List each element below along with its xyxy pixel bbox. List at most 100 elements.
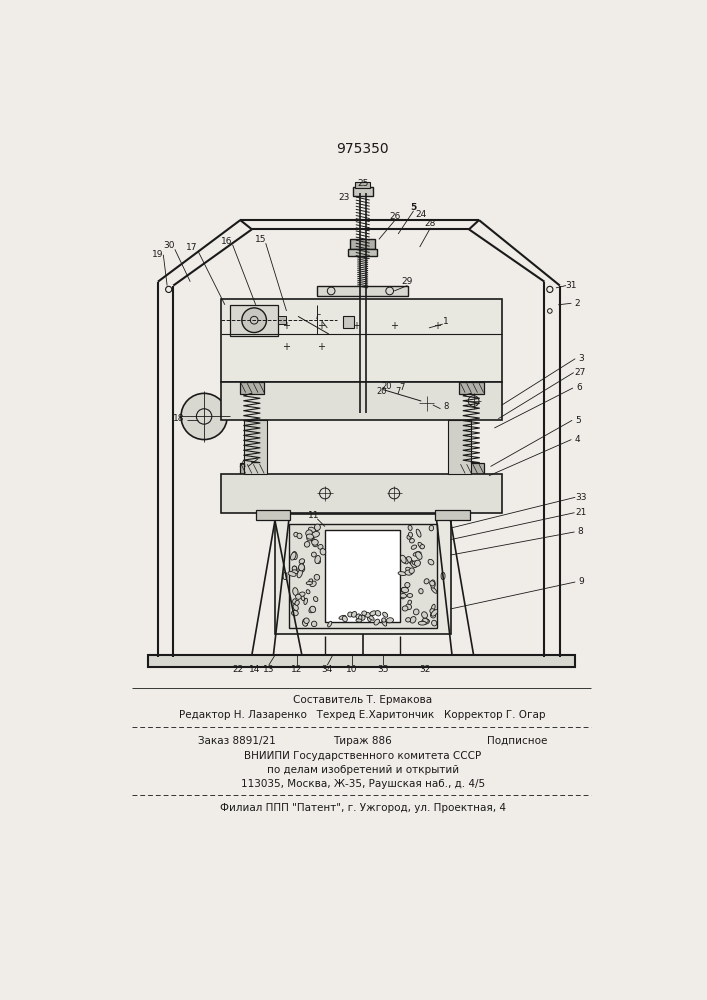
Ellipse shape	[327, 621, 332, 627]
Ellipse shape	[401, 555, 406, 563]
Text: 22: 22	[233, 665, 244, 674]
Text: 17: 17	[186, 243, 197, 252]
Text: +: +	[352, 321, 360, 331]
Text: +: +	[317, 321, 325, 331]
Ellipse shape	[339, 615, 346, 619]
Text: 9: 9	[578, 578, 584, 586]
Text: 35: 35	[377, 665, 388, 674]
Ellipse shape	[419, 621, 426, 625]
Text: +: +	[317, 342, 325, 352]
Text: 6: 6	[576, 383, 582, 392]
Ellipse shape	[402, 587, 409, 593]
Text: 7: 7	[395, 387, 401, 396]
Text: Заказ 8891/21: Заказ 8891/21	[198, 736, 276, 746]
Text: 4: 4	[575, 435, 580, 444]
Ellipse shape	[299, 559, 305, 564]
Ellipse shape	[293, 552, 297, 560]
Ellipse shape	[406, 557, 411, 562]
Ellipse shape	[314, 574, 320, 580]
Bar	[221, 474, 502, 513]
Text: 8: 8	[443, 402, 448, 411]
Ellipse shape	[382, 612, 387, 617]
Ellipse shape	[358, 615, 362, 621]
Text: 2: 2	[575, 299, 580, 308]
Ellipse shape	[402, 606, 408, 611]
Bar	[148, 655, 575, 667]
Ellipse shape	[402, 557, 408, 564]
Ellipse shape	[312, 531, 320, 537]
Text: Филиал ППП "Патент", г. Ужгород, ул. Проектная, 4: Филиал ППП "Патент", г. Ужгород, ул. Про…	[220, 803, 506, 813]
Ellipse shape	[293, 604, 298, 610]
Ellipse shape	[407, 534, 411, 539]
Bar	[459, 463, 484, 475]
Ellipse shape	[428, 559, 434, 565]
Text: 12: 12	[291, 665, 302, 674]
Ellipse shape	[292, 566, 297, 571]
Ellipse shape	[409, 539, 414, 543]
Text: 3: 3	[578, 354, 584, 363]
Text: 32: 32	[419, 665, 431, 674]
Ellipse shape	[421, 619, 429, 624]
Ellipse shape	[362, 611, 367, 615]
Ellipse shape	[360, 615, 365, 620]
Ellipse shape	[418, 542, 423, 548]
Ellipse shape	[431, 620, 437, 626]
Bar	[353, 187, 373, 196]
Circle shape	[181, 393, 227, 440]
Ellipse shape	[303, 619, 308, 626]
Ellipse shape	[299, 564, 305, 572]
Ellipse shape	[301, 595, 305, 601]
Text: 28: 28	[425, 219, 436, 228]
Ellipse shape	[411, 545, 416, 549]
Ellipse shape	[365, 612, 370, 617]
Ellipse shape	[414, 560, 421, 566]
Bar	[278, 316, 286, 324]
Ellipse shape	[309, 536, 314, 540]
Ellipse shape	[430, 581, 435, 586]
Text: 19: 19	[152, 250, 163, 259]
Text: Составитель Т. Ермакова: Составитель Т. Ермакова	[293, 695, 432, 705]
Ellipse shape	[295, 600, 299, 605]
Ellipse shape	[409, 532, 413, 537]
Ellipse shape	[315, 556, 320, 564]
Ellipse shape	[431, 580, 436, 588]
Ellipse shape	[292, 570, 298, 574]
Text: 8: 8	[578, 527, 583, 536]
Text: 5: 5	[411, 203, 416, 212]
Ellipse shape	[382, 618, 386, 622]
Ellipse shape	[404, 582, 410, 587]
Ellipse shape	[317, 559, 320, 564]
Ellipse shape	[312, 539, 316, 544]
Ellipse shape	[401, 595, 404, 599]
Text: 0: 0	[440, 572, 446, 582]
Ellipse shape	[374, 619, 380, 625]
Ellipse shape	[348, 612, 353, 617]
Ellipse shape	[312, 542, 317, 547]
Text: Тираж 886: Тираж 886	[333, 736, 392, 746]
Text: 0: 0	[281, 572, 287, 582]
Bar	[448, 420, 472, 474]
Ellipse shape	[304, 598, 308, 605]
Text: 30: 30	[163, 241, 175, 250]
Ellipse shape	[419, 589, 423, 594]
Ellipse shape	[408, 600, 411, 604]
Ellipse shape	[400, 593, 407, 598]
Ellipse shape	[309, 579, 312, 583]
Bar	[288, 524, 437, 628]
Bar	[355, 182, 370, 188]
Text: Подписное: Подписное	[487, 736, 548, 746]
Ellipse shape	[307, 536, 312, 541]
Bar	[275, 514, 450, 634]
Ellipse shape	[303, 620, 308, 626]
Ellipse shape	[420, 545, 424, 549]
Ellipse shape	[306, 534, 313, 539]
Ellipse shape	[421, 612, 428, 618]
Text: 1: 1	[443, 317, 449, 326]
Text: 14: 14	[248, 665, 260, 674]
Text: 26: 26	[390, 212, 401, 221]
Ellipse shape	[413, 552, 421, 556]
Ellipse shape	[288, 572, 296, 576]
Bar	[348, 249, 378, 256]
Text: 20: 20	[381, 382, 392, 391]
Ellipse shape	[410, 617, 416, 623]
